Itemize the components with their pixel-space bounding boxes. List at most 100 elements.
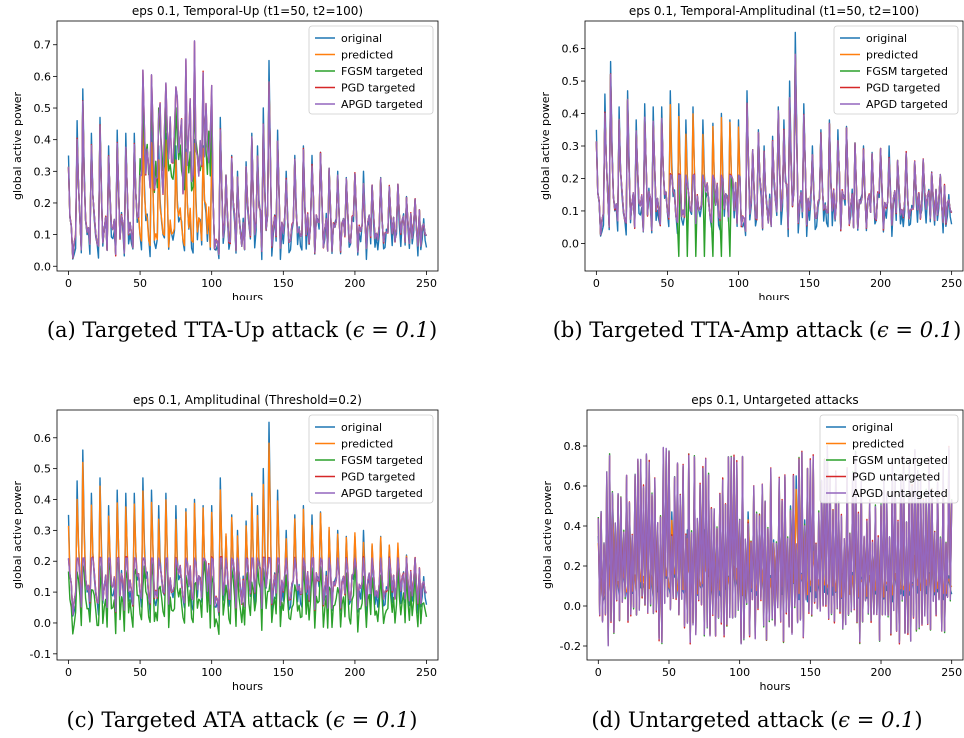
x-tick-label: 0 <box>65 277 72 290</box>
x-tick-label: 200 <box>871 666 892 679</box>
y-tick-label: 0.6 <box>34 432 52 445</box>
y-tick-label: 0.2 <box>34 197 52 210</box>
chart-a: eps 0.1, Temporal-Up (t1=50, t2=100) 0 50 1… <box>11 4 439 304</box>
x-tick-label: 250 <box>941 277 962 290</box>
legend-entry: predicted <box>852 438 904 451</box>
y-tick-label: 0.5 <box>562 75 580 88</box>
x-tick-label: 50 <box>662 666 676 679</box>
y-tick-label: 0.4 <box>562 108 580 121</box>
chart-b: eps 0.1, Temporal-Amplitudinal (t1=50, t… <box>539 4 964 304</box>
y-tick-label: 0.2 <box>564 560 582 573</box>
y-tick-label: 0.3 <box>34 165 52 178</box>
y-tick-label: 0.0 <box>34 617 52 630</box>
axes-frame <box>586 409 964 661</box>
legend-entry: FGSM targeted <box>341 454 423 467</box>
caption-a-close: ) <box>428 318 438 342</box>
caption-a-label: (a) Targeted TTA-Up attack ( <box>46 318 353 342</box>
x-tick-label: 100 <box>729 666 750 679</box>
x-tick-label: 150 <box>273 277 294 290</box>
x-tick-label: 200 <box>870 277 891 290</box>
y-tick-label: 0.1 <box>34 586 52 599</box>
legend-box <box>833 25 959 115</box>
series-line-5 <box>67 557 428 616</box>
legend-entry: APGD targeted <box>341 487 423 500</box>
caption-c-close: ) <box>409 708 418 732</box>
x-tick-label: 200 <box>344 666 365 679</box>
y-axis-label: global active power <box>11 92 24 200</box>
legend-entry: APGD untargeted <box>852 487 948 500</box>
caption-c-eq: ϵ = 0.1 <box>333 708 410 732</box>
plot-area <box>67 40 428 261</box>
legend-entry: FGSM targeted <box>866 65 948 78</box>
y-tick-label: 0.3 <box>34 524 52 537</box>
y-tick-label: 0.0 <box>564 600 582 613</box>
x-tick-label: 50 <box>133 666 147 679</box>
x-tick-label: 0 <box>595 666 602 679</box>
caption-d-eq: ϵ = 0.1 <box>838 708 915 732</box>
chart-d: eps 0.1, Untargeted attacks 0 50 100 150 200 2… <box>541 393 964 693</box>
x-tick-label: 100 <box>201 666 222 679</box>
legend-entry: original <box>341 32 382 45</box>
plot-area <box>67 421 428 636</box>
legend-entry: FGSM targeted <box>341 65 423 78</box>
x-tick-label: 150 <box>800 666 821 679</box>
plot-area <box>595 31 953 258</box>
plot-area <box>597 445 953 647</box>
legend-box <box>308 25 434 115</box>
legend-entry: predicted <box>341 49 393 62</box>
legend-entry: PGD targeted <box>866 82 940 95</box>
x-tick-label: 150 <box>799 277 820 290</box>
caption-a: (a) Targeted TTA-Up attack (ϵ = 0.1) <box>22 318 462 342</box>
chart-title: eps 0.1, Untargeted attacks <box>691 393 858 407</box>
caption-a-eq: ϵ = 0.1 <box>352 318 429 342</box>
x-tick-label: 250 <box>416 666 437 679</box>
x-tick-label: 100 <box>201 277 222 290</box>
y-tick-label: 0.2 <box>34 555 52 568</box>
y-tick-label: 0.2 <box>562 172 580 185</box>
x-tick-label: 0 <box>65 666 72 679</box>
legend-entry: APGD targeted <box>341 98 423 111</box>
legend-entry: predicted <box>866 49 918 62</box>
legend-entry: APGD targeted <box>866 98 948 111</box>
y-tick-label: 0.6 <box>34 70 52 83</box>
y-tick-label: -0.1 <box>30 648 51 661</box>
series-line-5 <box>67 40 428 259</box>
y-axis-label: global active power <box>539 92 552 200</box>
x-tick-label: 50 <box>133 277 147 290</box>
x-axis-label: hours <box>232 291 263 300</box>
caption-c: (c) Targeted ATA attack (ϵ = 0.1) <box>22 708 462 732</box>
y-tick-label: 0.4 <box>34 494 52 507</box>
x-tick-label: 150 <box>273 666 294 679</box>
y-tick-label: 0.6 <box>562 43 580 56</box>
chart-title: eps 0.1, Amplitudinal (Threshold=0.2) <box>133 393 362 407</box>
legend-box <box>308 414 434 504</box>
y-tick-label: 0.4 <box>34 134 52 147</box>
legend-entry: FGSM untargeted <box>852 454 948 467</box>
caption-c-label: (c) Targeted ATA attack ( <box>66 708 334 732</box>
axes-frame <box>56 20 439 272</box>
series-line-5 <box>595 53 953 236</box>
y-tick-label: 0.5 <box>34 463 52 476</box>
y-tick-label: 0.0 <box>562 237 580 250</box>
legend-entry: original <box>866 32 907 45</box>
x-tick-label: 250 <box>941 666 962 679</box>
caption-d-close: ) <box>914 708 923 732</box>
caption-b-eq: ϵ = 0.1 <box>876 318 954 342</box>
x-tick-label: 250 <box>416 277 437 290</box>
y-axis-label: global active power <box>11 481 24 589</box>
x-axis-label: hours <box>759 291 790 300</box>
caption-d-label: (d) Untargeted attack ( <box>591 708 839 732</box>
y-tick-label: 0.1 <box>34 229 52 242</box>
chart-title: eps 0.1, Temporal-Amplitudinal (t1=50, t… <box>629 4 919 18</box>
y-tick-label: 0.1 <box>562 205 580 218</box>
y-tick-label: 0.3 <box>562 140 580 153</box>
legend-entry: original <box>341 421 382 434</box>
y-axis-label: global active power <box>541 481 554 589</box>
caption-b: (b) Targeted TTA-Amp attack (ϵ = 0.1) <box>550 318 964 342</box>
chart-c: eps 0.1, Amplitudinal (Threshold=0.2) 0 50… <box>11 393 439 693</box>
chart-title: eps 0.1, Temporal-Up (t1=50, t2=100) <box>132 4 363 18</box>
series-line-3 <box>67 560 428 636</box>
x-tick-label: 100 <box>728 277 749 290</box>
y-tick-label: -0.2 <box>560 640 581 653</box>
x-tick-label: 200 <box>344 277 365 290</box>
